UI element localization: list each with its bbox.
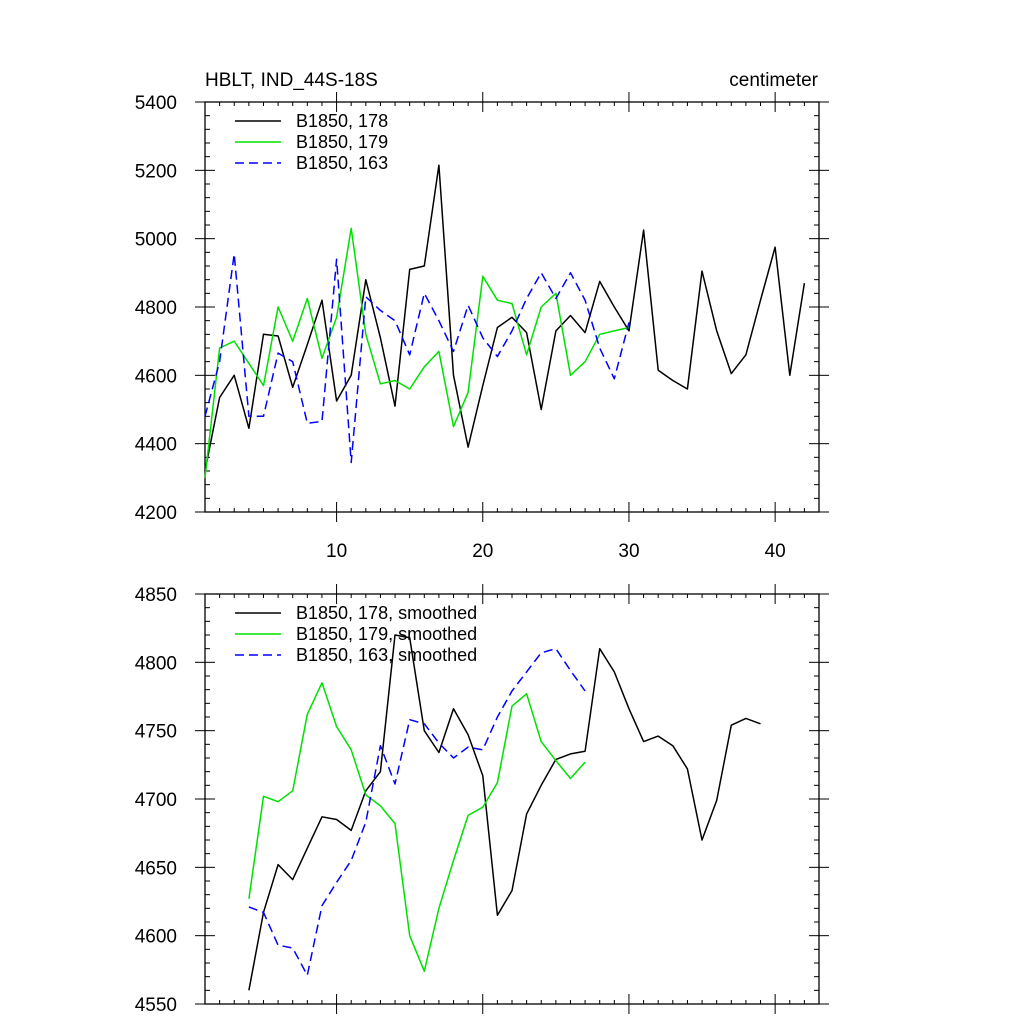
- y-tick-label: 5200: [135, 161, 177, 182]
- legend-label: B1850, 178: [296, 111, 388, 131]
- panel-bottom-ticks: 4550 4600 4650 4700 4750 4800 4850: [135, 584, 829, 1016]
- x-tick-label: 20: [472, 541, 493, 562]
- y-tick-label: 4850: [135, 585, 177, 606]
- y-tick-label: 4800: [135, 653, 177, 674]
- legend-label: B1850, 163, smoothed: [296, 645, 477, 665]
- x-tick-label: 40: [765, 541, 786, 562]
- y-tick-label: 4700: [135, 790, 177, 811]
- panel-top: HBLT, IND_44S-18S centimeter 10 20 30 40 420…: [135, 70, 829, 562]
- x-tick-label: 30: [618, 541, 639, 562]
- panel-top-title-right: centimeter: [729, 70, 818, 91]
- legend-label: B1850, 163: [296, 153, 388, 173]
- series-line: [204, 253, 630, 464]
- legend-label: B1850, 179, smoothed: [296, 624, 477, 644]
- panel-top-ticks: 10 20 30 40 4200 4400 4600 4800 5000 5200 5400: [135, 92, 829, 562]
- legend-label: B1850, 179: [296, 132, 388, 152]
- series-line: [204, 164, 806, 472]
- legend-label: B1850, 178, smoothed: [296, 603, 477, 623]
- y-tick-label: 5000: [135, 230, 177, 251]
- y-tick-label: 4750: [135, 722, 177, 743]
- series-line: [248, 647, 586, 977]
- panel-bottom: 4550 4600 4650 4700 4750 4800 4850 B1850, 178,…: [135, 584, 829, 1016]
- y-tick-label: 4400: [135, 435, 177, 456]
- panel-top-series: [204, 164, 806, 478]
- x-tick-label: 10: [326, 541, 347, 562]
- y-tick-label: 4600: [135, 366, 177, 387]
- y-tick-label: 5400: [135, 93, 177, 114]
- series-line: [248, 682, 586, 972]
- series-line: [248, 634, 761, 991]
- panel-bottom-series: [248, 634, 761, 991]
- panel-top-title-left: HBLT, IND_44S-18S: [205, 70, 378, 91]
- series-line: [204, 227, 630, 478]
- y-tick-label: 4800: [135, 298, 177, 319]
- y-tick-label: 4550: [135, 995, 177, 1016]
- y-tick-label: 4650: [135, 858, 177, 879]
- y-tick-label: 4200: [135, 503, 177, 524]
- y-tick-label: 4600: [135, 927, 177, 948]
